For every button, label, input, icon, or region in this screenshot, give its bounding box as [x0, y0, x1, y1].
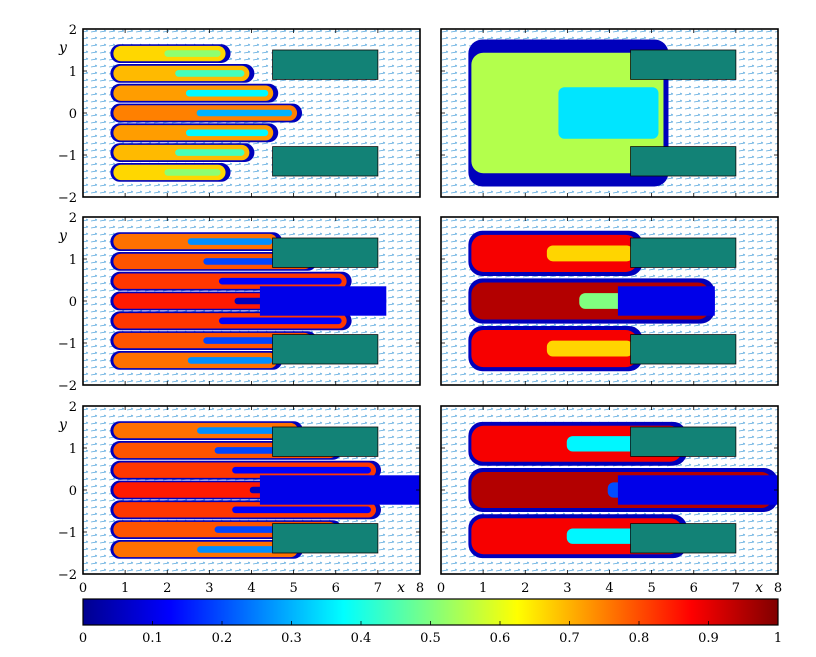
x-tick-label: 2: [521, 581, 529, 596]
colorbar-tick-label: 0.6: [490, 631, 511, 646]
panel-r3-c1: 2 1 0 −1 −2 y 0 1 2 3 4 5 6 7 8x: [58, 400, 424, 596]
finger-core: [546, 245, 633, 262]
y-axis-label: y: [58, 417, 68, 433]
obstacle-2: [272, 523, 379, 554]
y-tick-label: 1: [69, 253, 77, 268]
y-tick-label: 2: [69, 400, 77, 415]
panel-r2-c1: 2 1 0 −1 −2 y: [58, 211, 421, 394]
y-tick-label: 0: [69, 107, 77, 122]
x-tick-label: 4: [247, 581, 255, 596]
y-tick-label: −2: [58, 568, 77, 583]
finger-core: [185, 89, 269, 97]
y-tick-label: 2: [69, 23, 77, 38]
finger-core: [196, 109, 293, 117]
finger-core: [185, 129, 269, 137]
x-tick-label: 0: [79, 581, 87, 596]
colorbar-tick-label: 0.8: [629, 631, 650, 646]
y-axis-label: y: [58, 228, 68, 244]
x-tick-label: 7: [374, 581, 382, 596]
x-tick-label: 5: [289, 581, 297, 596]
colorbar-tick-label: 0.5: [420, 631, 441, 646]
concentration-field: [110, 232, 387, 370]
colorbar-tick-label: 1: [774, 631, 782, 646]
central-jet: [259, 286, 387, 316]
finger-core: [164, 50, 221, 57]
colorbar-tick-label: 0.9: [698, 631, 719, 646]
y-tick-label: 1: [69, 65, 77, 80]
y-tick-label: 0: [69, 295, 77, 310]
x-axis-label: x: [755, 580, 763, 596]
colorbar-tick-label: 0.2: [212, 631, 233, 646]
x-tick-label: 7: [732, 581, 740, 596]
y-tick-label: 1: [69, 442, 77, 457]
y-tick-label: −2: [58, 379, 77, 394]
concentration-field: [468, 39, 669, 187]
finger-core: [197, 546, 294, 553]
central-jet: [617, 475, 778, 505]
x-tick-label: 2: [163, 581, 171, 596]
obstacle-2: [272, 334, 379, 365]
finger-core: [187, 238, 273, 245]
obstacle-1: [630, 237, 737, 268]
finger-core: [546, 340, 633, 357]
colorbar-tick-label: 0.1: [142, 631, 163, 646]
finger-core: [218, 317, 342, 325]
panel-r2-c2: [440, 216, 779, 386]
obstacle-2: [630, 334, 737, 365]
finger-core: [558, 87, 659, 139]
concentration-field: [468, 230, 715, 372]
panel-r3-c2: 0 1 2 3 4 5 6 7 8x: [437, 405, 782, 596]
finger-core: [175, 149, 245, 156]
concentration-field: [110, 44, 303, 182]
obstacle-1: [630, 49, 737, 80]
x-tick-label: 0: [437, 581, 445, 596]
x-tick-label: 8: [774, 581, 782, 596]
obstacle-1: [272, 49, 379, 80]
x-tick-label: 8: [416, 581, 424, 596]
finger-core: [218, 277, 342, 285]
finger-core: [197, 427, 294, 434]
x-tick-label: 1: [121, 581, 129, 596]
finger-core: [232, 466, 372, 474]
finger-core: [175, 70, 245, 77]
colorbar: 0 0.1 0.2 0.3 0.4 0.5 0.6 0.7 0.8 0.9 1: [79, 598, 782, 646]
x-axis-label: x: [397, 580, 405, 596]
panel-r1-c1: 2 1 0 −1 −2 y: [58, 23, 421, 206]
obstacle-1: [272, 237, 379, 268]
y-tick-label: −1: [58, 149, 77, 164]
obstacle-1: [630, 426, 737, 457]
x-tick-label: 6: [690, 581, 698, 596]
y-tick-label: −1: [58, 526, 77, 541]
y-tick-label: 2: [69, 211, 77, 226]
finger-core: [232, 506, 372, 514]
finger-core: [164, 169, 221, 176]
colorbar-tick-label: 0.7: [559, 631, 580, 646]
obstacle-2: [630, 523, 737, 554]
y-tick-label: −1: [58, 337, 77, 352]
y-tick-label: −2: [58, 191, 77, 206]
obstacle-2: [630, 146, 737, 177]
obstacle-1: [272, 426, 379, 457]
x-tick-label: 3: [563, 581, 571, 596]
x-tick-label: 3: [205, 581, 213, 596]
colorbar-tick-label: 0.3: [281, 631, 302, 646]
colorbar-tick-label: 0.4: [351, 631, 372, 646]
y-axis-label: y: [58, 40, 68, 56]
central-jet: [617, 286, 715, 316]
x-tick-label: 1: [479, 581, 487, 596]
x-tick-label: 4: [605, 581, 613, 596]
y-tick-label: 0: [69, 484, 77, 499]
colorbar-tick-label: 0: [79, 631, 87, 646]
panel-r1-c2: [440, 28, 779, 198]
x-tick-label: 5: [647, 581, 655, 596]
colorbar-gradient: [82, 598, 779, 626]
finger-core: [187, 357, 273, 364]
obstacle-2: [272, 146, 379, 177]
x-tick-label: 6: [332, 581, 340, 596]
central-jet: [259, 475, 420, 505]
